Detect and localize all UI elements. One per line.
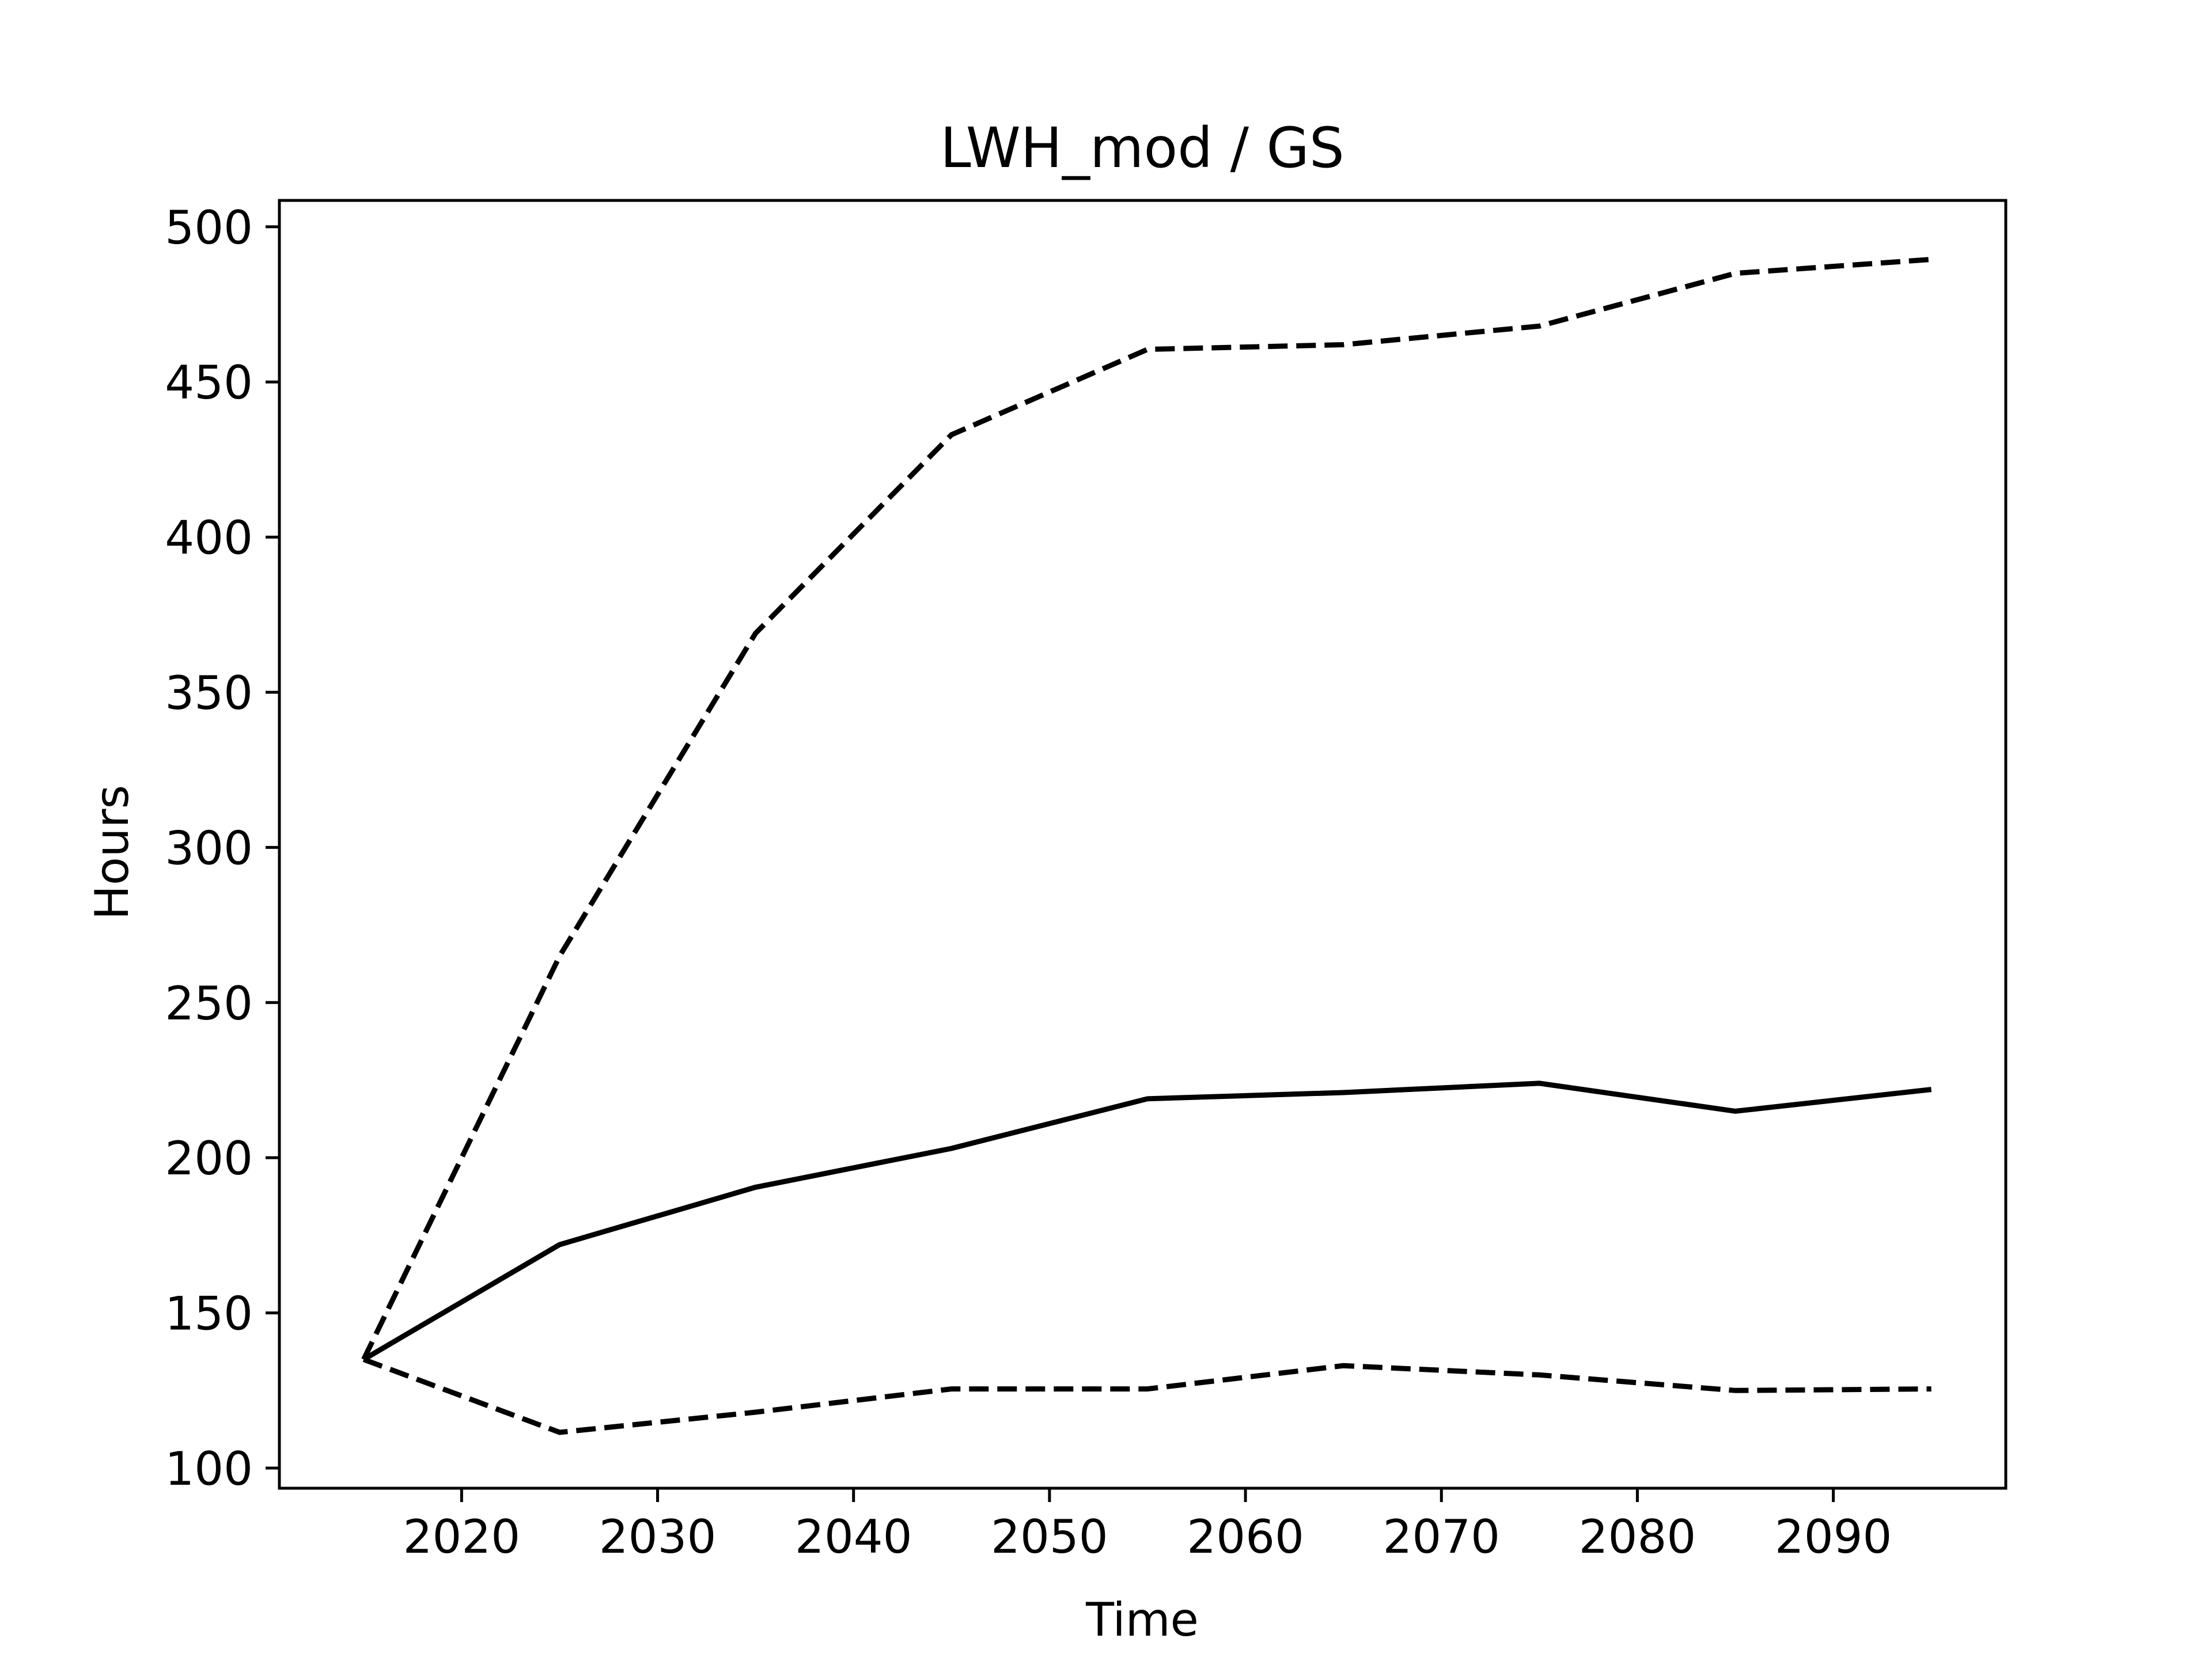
x-axis-ticks: 2020 2030 2040 2050 2060 2070 2080 2090 bbox=[403, 1488, 1892, 1564]
y-axis-label: Hours bbox=[85, 785, 139, 920]
y-tick-label: 400 bbox=[165, 511, 253, 565]
x-tick-label: 2080 bbox=[1579, 1510, 1696, 1564]
series-line-upper-bound bbox=[361, 256, 1932, 1361]
y-tick-label: 200 bbox=[165, 1132, 253, 1185]
y-axis-ticks: 100 150 200 250 300 350 400 450 500 bbox=[165, 201, 279, 1496]
series-line-central bbox=[362, 1080, 1932, 1362]
chart-title: LWH_mod / GS bbox=[940, 116, 1344, 180]
y-tick-label: 500 bbox=[165, 201, 253, 255]
series-layer bbox=[361, 256, 1932, 1435]
x-tick-label: 2090 bbox=[1775, 1510, 1892, 1564]
y-tick-label: 150 bbox=[165, 1287, 253, 1341]
x-axis-label: Time bbox=[1085, 1593, 1199, 1647]
y-tick-label: 450 bbox=[165, 356, 253, 409]
y-tick-label: 250 bbox=[165, 977, 253, 1030]
plot-area-frame bbox=[278, 199, 2008, 1490]
series-line-lower-bound bbox=[362, 1357, 1931, 1435]
y-tick-label: 300 bbox=[165, 821, 253, 875]
x-tick-label: 2020 bbox=[403, 1510, 521, 1564]
y-tick-label: 100 bbox=[165, 1442, 253, 1496]
x-tick-label: 2050 bbox=[991, 1510, 1108, 1564]
x-tick-label: 2030 bbox=[599, 1510, 717, 1564]
y-tick-label: 350 bbox=[165, 666, 253, 720]
x-tick-label: 2060 bbox=[1187, 1510, 1304, 1564]
x-tick-label: 2040 bbox=[795, 1510, 912, 1564]
x-tick-label: 2070 bbox=[1382, 1510, 1500, 1564]
